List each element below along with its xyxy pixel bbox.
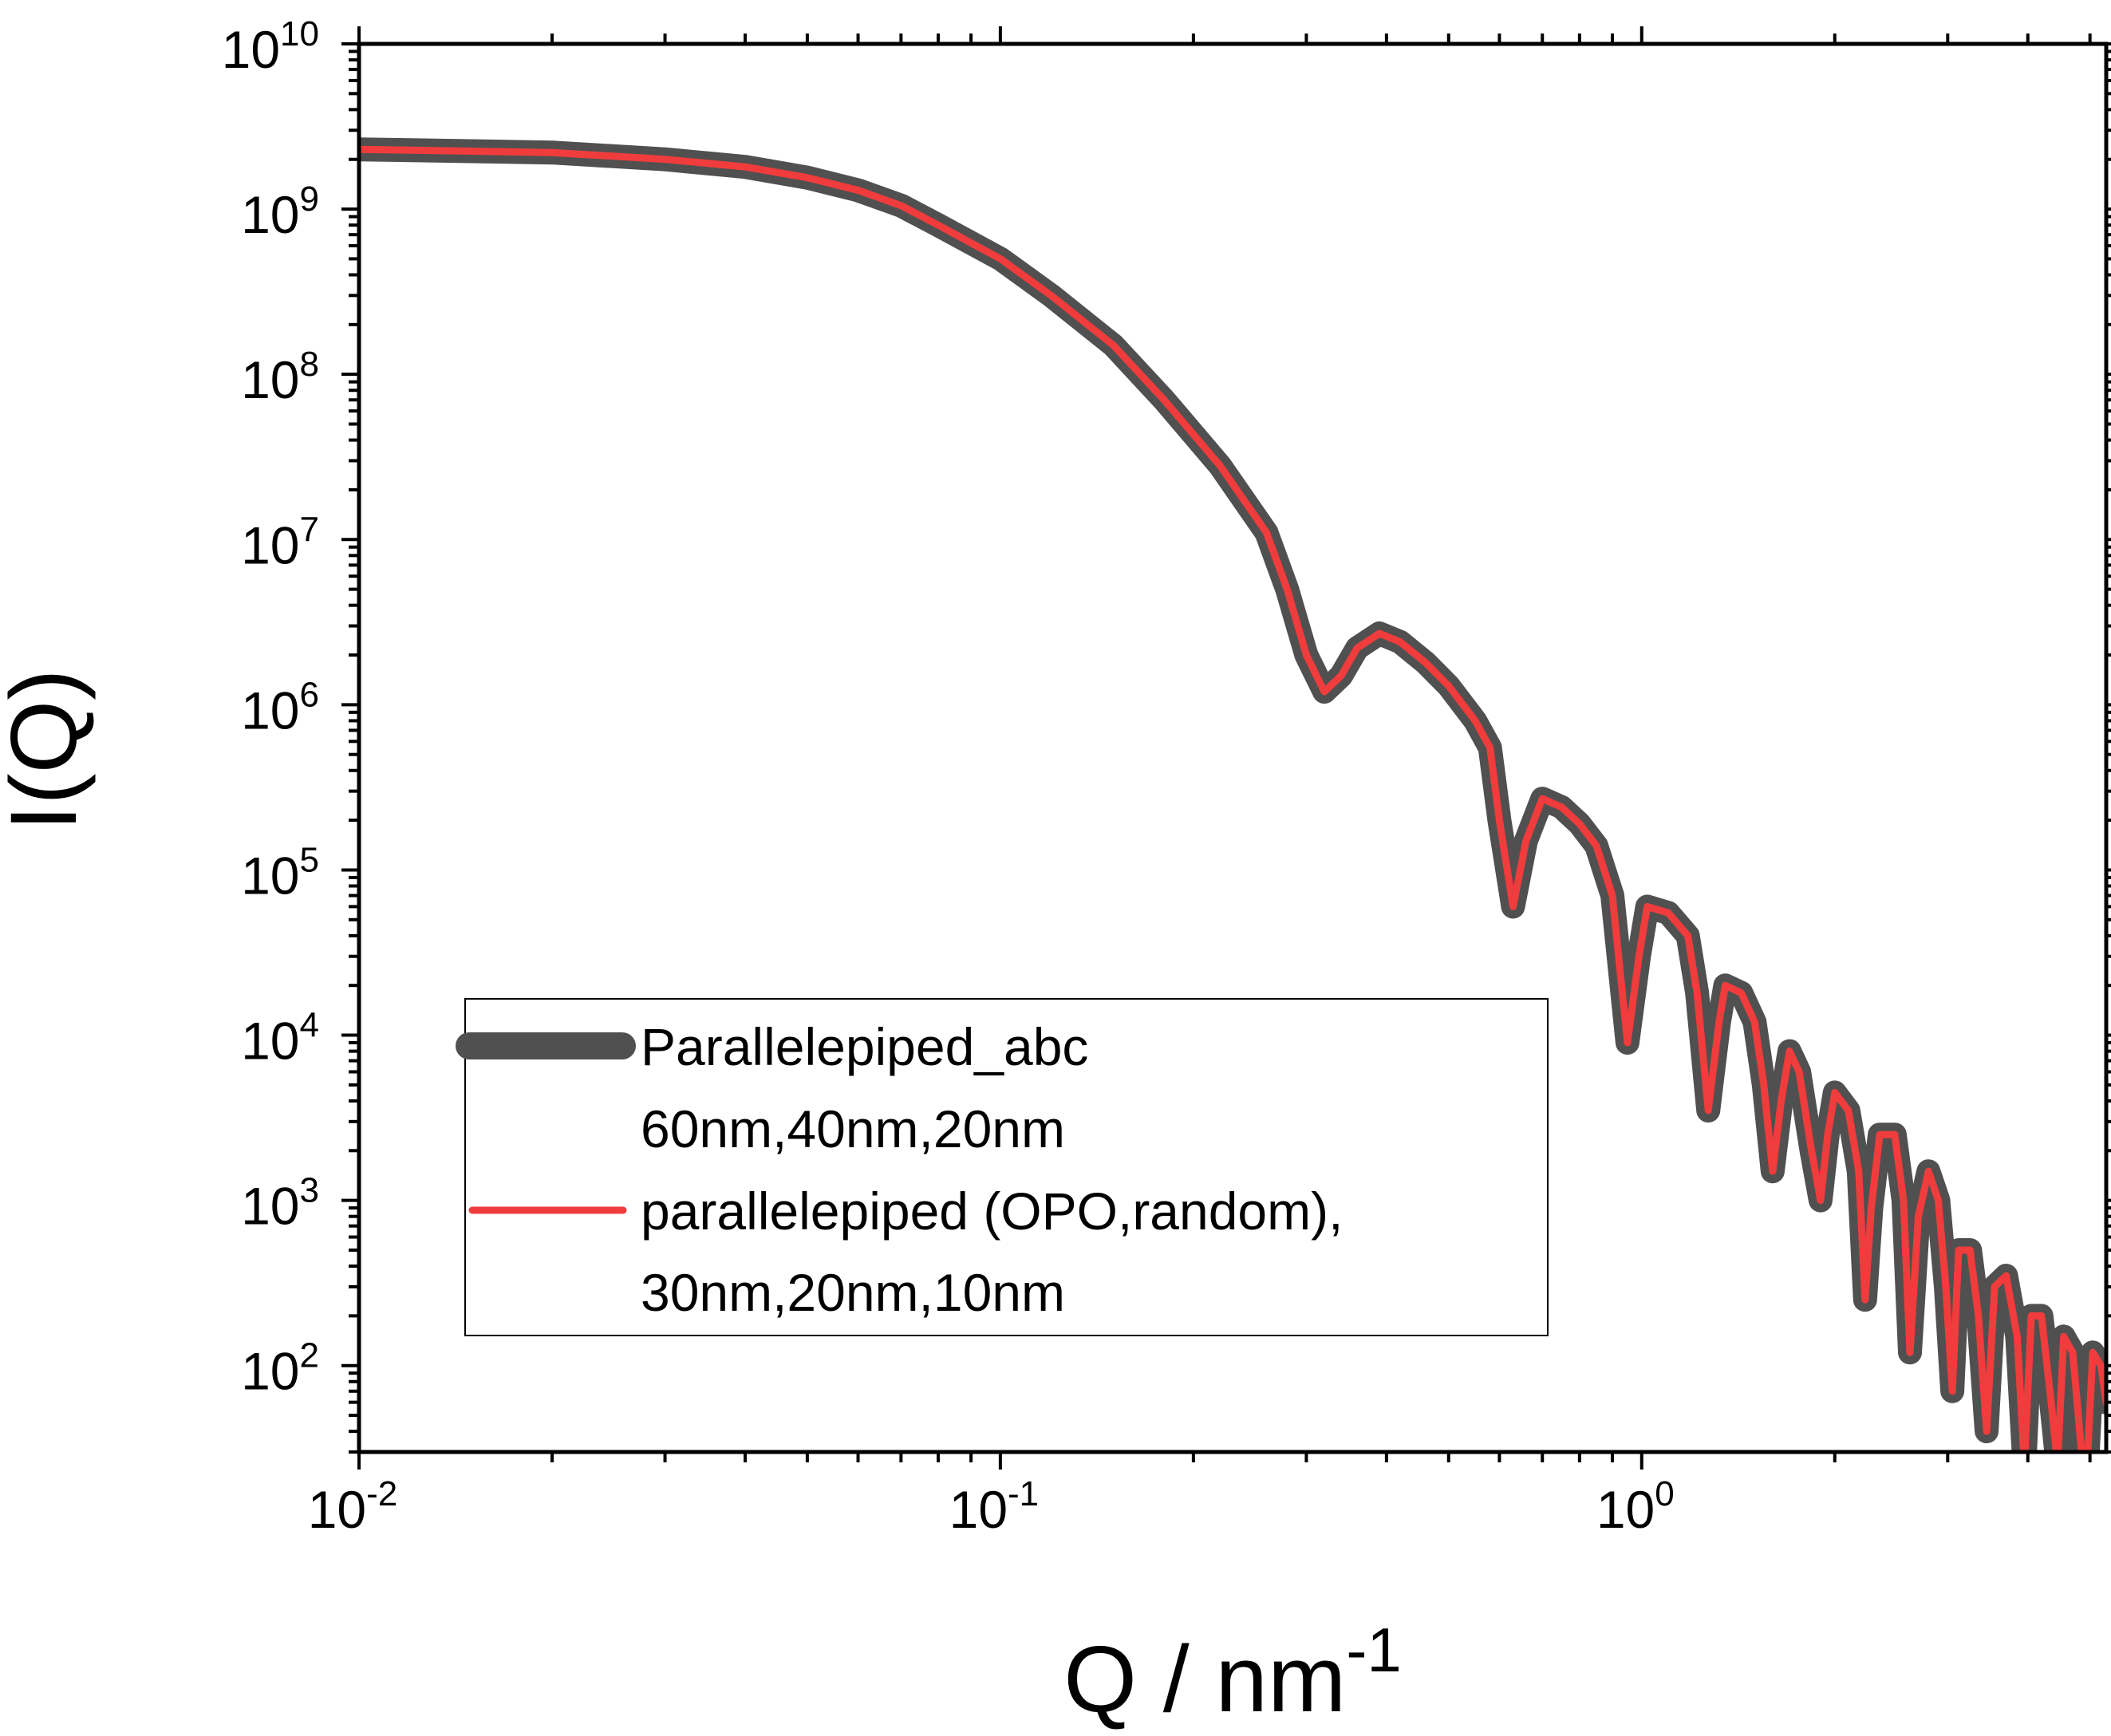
label-layer: 10-2 10-1 100 102 103 104 105 106 107 108 109 1010	[222, 14, 1675, 1539]
legend-box	[464, 998, 1549, 1336]
x-tick-label: 100	[1596, 1474, 1675, 1539]
y-tick-label: 109	[241, 180, 319, 244]
tick-layer	[341, 26, 2111, 1470]
y-tick-label: 105	[241, 840, 319, 905]
y-axis-title: I(Q)	[0, 669, 97, 831]
legend-entry-1-line-1: Parallelepiped_abc	[641, 1017, 1088, 1076]
legend-entry-2-line-2: 30nm,20nm,10nm	[641, 1263, 1065, 1322]
x-axis-title: Q / nm-1	[1063, 1615, 1401, 1732]
y-tick-label: 108	[241, 345, 319, 409]
y-tick-label: 107	[241, 510, 319, 574]
legend-entry-1-line-2: 60nm,40nm,20nm	[641, 1099, 1065, 1158]
plot-frame	[357, 41, 2109, 1454]
y-tick-label: 1010	[222, 14, 319, 79]
y-tick-label: 102	[241, 1336, 319, 1401]
y-tick-label: 106	[241, 675, 319, 740]
y-tick-label: 103	[241, 1171, 319, 1236]
x-tick-label: 10-1	[949, 1474, 1040, 1539]
series-line-parallelepiped-opo	[359, 145, 2106, 1452]
y-tick-label: 104	[241, 1006, 319, 1071]
legend-entry-2-line-1: parallelepiped (OPO,random),	[641, 1182, 1343, 1241]
series-layer	[359, 137, 2106, 1452]
x-tick-label: 10-2	[308, 1474, 398, 1539]
legend: Parallelepiped_abc 60nm,40nm,20nm parall…	[456, 998, 1549, 1336]
